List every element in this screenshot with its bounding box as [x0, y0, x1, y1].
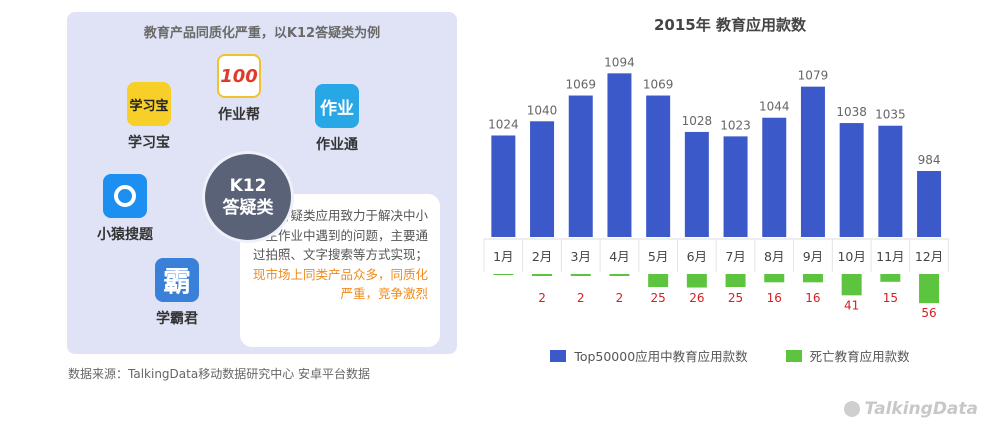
data-label-dead: 2 — [538, 291, 546, 305]
bar-dead — [880, 274, 901, 282]
callout-text: K12答疑类应用致力于解决中小学生作业中遇到的问题，主要通过拍照、文字搜索等方式… — [252, 208, 428, 262]
badge-line1: K12 — [229, 176, 267, 196]
app-label: 学霸君 — [156, 311, 198, 327]
data-label-top: 1094 — [604, 55, 635, 69]
tick-label: 10月 — [837, 249, 865, 264]
bar-top — [917, 171, 942, 237]
legend-swatch — [550, 349, 567, 362]
bar-top — [878, 125, 903, 237]
bar-top — [568, 95, 593, 237]
panel-title: 教育产品同质化严重，以K12答疑类为例 — [143, 26, 381, 41]
data-label-dead: 25 — [728, 291, 743, 305]
app-xuexibao: 学习宝 学习宝 — [127, 82, 171, 152]
data-label-dead: 25 — [651, 291, 666, 305]
brand-name: TalkingData — [864, 399, 978, 419]
tick-label: 12月 — [915, 249, 943, 264]
data-label-dead: 2 — [577, 291, 585, 305]
bar-dead — [841, 274, 862, 296]
xuebajun-icon: 霸 — [155, 258, 199, 302]
brand-logo: TalkingData — [843, 399, 978, 419]
data-label-top: 1069 — [565, 78, 596, 92]
legend-swatch — [785, 349, 802, 362]
app-zuoyebang: 100 作业帮 — [217, 54, 261, 124]
bar-dead — [725, 274, 746, 287]
zuoyetong-icon: 作业 — [315, 84, 359, 128]
legend-item-dead: 死亡教育应用款数 — [785, 346, 910, 365]
app-label: 作业通 — [316, 137, 358, 153]
data-label-top: 1079 — [798, 69, 829, 83]
bar-top — [762, 117, 787, 237]
tick-label: 3月 — [571, 249, 591, 264]
data-label-top: 984 — [918, 153, 941, 167]
bar-dead — [609, 274, 630, 276]
app-label: 小猿搜题 — [97, 227, 153, 243]
xuexibao-icon: 学习宝 — [127, 82, 171, 126]
app-zuoyetong: 作业 作业通 — [315, 84, 359, 154]
k12-category-badge: K12 答疑类 — [205, 154, 291, 240]
bar-top — [723, 136, 748, 237]
data-label-top: 1069 — [643, 78, 674, 92]
app-label: 学习宝 — [128, 135, 170, 151]
data-label-top: 1044 — [759, 100, 790, 114]
data-label-top: 1038 — [836, 105, 867, 119]
data-label-dead: 56 — [921, 306, 936, 320]
bar-top — [530, 121, 555, 237]
data-label-dead: 2 — [616, 291, 624, 305]
bar-top — [800, 86, 825, 237]
chart-title: 2015年 教育应用款数 — [654, 16, 806, 34]
legend-item-top: Top50000应用中教育应用款数 — [550, 346, 748, 365]
app-xuebajun: 霸 学霸君 — [155, 258, 199, 328]
legend-label: 死亡教育应用款数 — [809, 349, 910, 364]
tick-label: 8月 — [764, 249, 784, 264]
bar-top — [684, 131, 709, 237]
bar-chart: 1024 1月 1040 2月 2 1069 3月 2 1094 4月 2 1069 5月 25 1028 6… — [483, 55, 949, 320]
app-xiaoyuan: 小猿搜题 — [97, 174, 153, 244]
legend-label: Top50000应用中教育应用款数 — [574, 349, 748, 364]
tick-label: 9月 — [803, 249, 823, 264]
data-label-dead: 16 — [805, 291, 820, 305]
brand-logo-icon — [843, 401, 860, 417]
zuoyebang-icon: 100 — [217, 54, 261, 98]
tick-label: 4月 — [609, 249, 629, 264]
tick-label: 2月 — [532, 249, 552, 264]
data-label-dead: 41 — [844, 298, 859, 312]
bar-dead — [532, 274, 553, 276]
chart-legend: Top50000应用中教育应用款数 死亡教育应用款数 — [480, 346, 980, 365]
tick-label: 11月 — [876, 249, 904, 264]
data-label-dead: 16 — [767, 291, 782, 305]
data-label-top: 1035 — [875, 108, 906, 122]
bar-dead — [493, 274, 514, 275]
data-label-dead: 26 — [689, 291, 704, 305]
info-panel: 教育产品同质化严重，以K12答疑类为例 学习宝 学习宝 100 作业帮 作业 作… — [67, 12, 457, 354]
data-label-dead: 15 — [883, 291, 898, 305]
data-label-top: 1023 — [720, 118, 751, 132]
description-callout: K12答疑类应用致力于解决中小学生作业中遇到的问题，主要通过拍照、文字搜索等方式… — [240, 194, 440, 347]
tick-label: 7月 — [725, 249, 745, 264]
magnifier-icon — [103, 174, 147, 218]
tick-label: 6月 — [687, 249, 707, 264]
data-label-top: 1028 — [682, 114, 713, 128]
bar-top — [491, 135, 516, 237]
bar-dead — [764, 274, 785, 283]
data-label-top: 1024 — [488, 117, 519, 131]
callout-highlight: 现市场上同类产品众多，同质化严重，竞争激烈 — [252, 266, 428, 302]
bar-dead — [686, 274, 707, 288]
bar-top — [839, 123, 864, 237]
bar-dead — [570, 274, 591, 276]
data-label-top: 1040 — [527, 103, 558, 117]
bar-top — [646, 95, 671, 237]
bar-dead — [919, 274, 940, 304]
app-label: 作业帮 — [218, 107, 260, 123]
bar-dead — [802, 274, 823, 283]
tick-label: 5月 — [648, 249, 668, 264]
data-source: 数据来源：TalkingData移动数据研究中心 安卓平台数据 — [68, 367, 371, 381]
bar-dead — [648, 274, 669, 287]
badge-line2: 答疑类 — [222, 198, 274, 218]
tick-label: 1月 — [493, 249, 513, 264]
bar-top — [607, 73, 632, 237]
